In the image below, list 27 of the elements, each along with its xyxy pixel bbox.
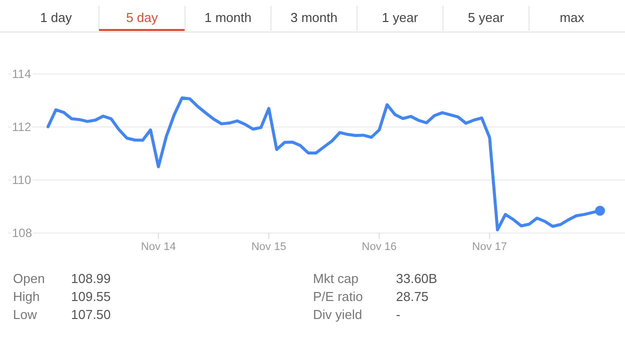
text: 5 year — [468, 10, 505, 25]
text: Mkt cap — [313, 271, 359, 286]
text: 1 day — [40, 10, 72, 25]
text: 1 month — [204, 10, 252, 25]
x-tick-label: Nov 16 — [362, 241, 397, 253]
text: P/E ratio — [313, 289, 363, 304]
text: max — [560, 10, 585, 25]
text: 3 month — [290, 10, 338, 25]
y-tick-label: 114 — [12, 67, 32, 82]
x-tick-label: Nov 14 — [140, 241, 176, 253]
text: 33.60B — [396, 271, 438, 286]
y-tick-label: 110 — [12, 173, 32, 188]
text: Low — [13, 307, 38, 322]
text: High — [13, 289, 40, 304]
text: - — [396, 307, 400, 322]
text: 5 day — [126, 10, 158, 25]
y-tick-label: 108 — [12, 226, 32, 240]
y-tick-label: 112 — [12, 120, 32, 134]
x-tick-label: Nov 15 — [251, 241, 286, 253]
text: 108.99 — [71, 271, 111, 286]
text: 1 year — [382, 10, 419, 25]
text: 109.55 — [71, 289, 111, 304]
text: Open — [13, 271, 45, 286]
text: Div yield — [313, 307, 362, 322]
x-tick-label: Nov 17 — [472, 241, 508, 253]
text: 107.50 — [71, 307, 111, 322]
text: 28.75 — [396, 289, 429, 304]
